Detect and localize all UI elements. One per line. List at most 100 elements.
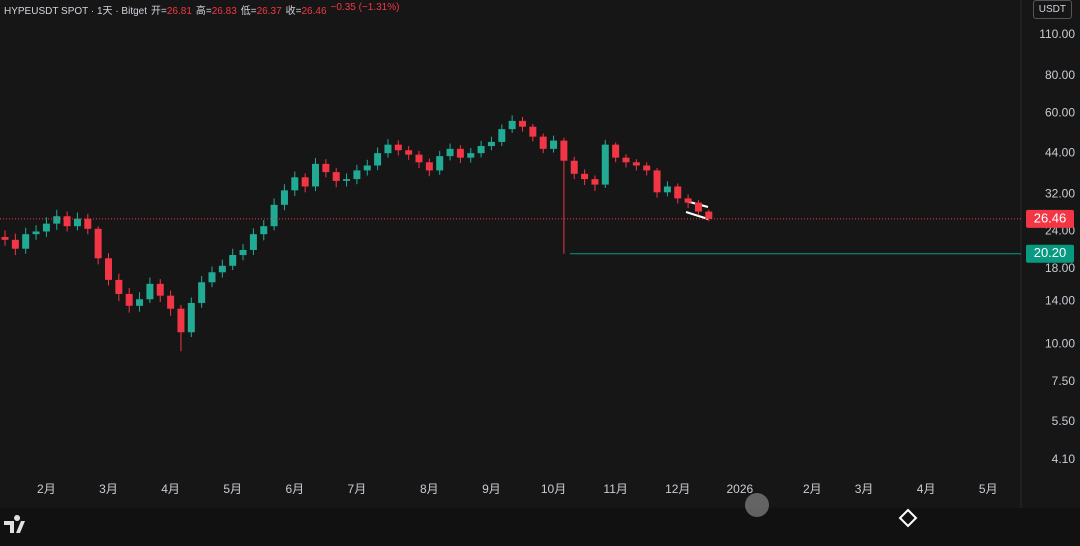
candle-body [198,282,206,303]
candle-body [301,177,309,187]
candle-body [539,136,547,149]
x-tick-label: 12月 [665,482,690,496]
y-tick-label: 80.00 [1045,68,1075,82]
y-tick-label: 7.50 [1052,374,1076,388]
candle-body [11,239,19,249]
price-label-box [1026,209,1074,228]
candle-body [218,265,226,273]
candle-body [42,223,50,232]
candle-body [73,218,81,227]
candle-body [456,148,464,158]
ohlc-value: 26.37 [256,6,282,17]
candle-body [436,156,444,171]
candle-body [353,170,361,180]
candle-body [343,179,351,181]
candle-body [570,160,578,174]
y-tick-label: 32.00 [1045,186,1075,200]
candle-body [1,236,9,240]
x-tick-label: 7月 [348,482,367,496]
candle-body [84,218,92,229]
y-tick-label: 44.00 [1045,145,1075,159]
x-tick-label: 5月 [223,482,242,496]
footer-bar [0,508,1080,546]
wechat-icon [745,493,769,517]
candle-body [425,162,433,171]
x-tick-label: 2月 [803,482,822,496]
candle-body [332,172,340,181]
candle-body [53,216,61,224]
ohlc-item: 开=26.81 [151,2,192,17]
candle-body [115,279,123,294]
candle-body [291,177,299,191]
candle-body [280,190,288,205]
x-tick-label: 5月 [979,482,998,496]
price-label-box [1026,244,1074,263]
candle-body [467,153,475,158]
candle-body [187,302,195,333]
price-label: 26.46 [1034,210,1067,225]
candle-body [312,163,319,187]
y-tick-label: 110.00 [1039,27,1075,41]
candle-body [32,231,40,235]
ohlc-label: 高= [195,6,212,17]
ohlc-label: 收= [285,6,302,17]
x-tick-label: 3月 [99,482,118,496]
candle-body [601,144,609,185]
candle-body [560,140,568,161]
candle-body [270,204,278,227]
candle-body [622,157,630,163]
candle-body [632,162,640,166]
candle-body [239,249,247,256]
candle-body [612,144,620,158]
candle-body [260,226,268,235]
candle-body [22,234,30,249]
x-tick-label: 11月 [603,482,627,496]
header: HYPEUSDT SPOT · 1天 · Bitget 开=26.81 高=26.… [4,2,399,17]
ohlc-value: 26.81 [166,6,192,17]
ohlc-label: 开= [151,6,167,17]
candle-body [229,255,237,266]
price-label: 20.20 [1034,245,1067,260]
tradingview-logo[interactable] [4,515,25,533]
change: −0.35 (−1.31%) [330,2,400,13]
candle-body [374,153,382,166]
x-tick-label: 9月 [482,482,501,496]
ohlc-item: 收=26.46 [286,2,327,17]
candle-body [705,211,713,219]
candle-body [508,120,516,130]
candle-body [415,154,423,163]
y-tick-label: 4.10 [1052,452,1076,466]
drawing-channel [685,211,709,220]
candle-body [322,163,330,173]
candle-body [394,144,402,151]
candle-body [663,186,671,193]
candle-body [446,148,454,157]
ohlc-label: 低= [240,6,257,17]
ohlc-item: 高=26.83 [196,2,237,17]
x-tick-label: 4月 [161,482,180,496]
logo-icon [4,515,25,533]
candle-body [384,144,392,154]
currency-button[interactable]: USDT [1032,0,1072,19]
x-tick-label: 8月 [420,482,439,496]
candle-body [94,228,102,259]
ohlc-item: 低=26.37 [241,2,282,17]
y-tick-label: 10.00 [1045,337,1075,351]
candle-body [519,120,526,127]
x-tick-label: 4月 [917,482,936,496]
y-tick-label: 5.50 [1052,414,1076,428]
y-tick-label: 18.00 [1045,261,1075,275]
candle-body [405,150,413,155]
candle-body [477,146,485,154]
x-tick-label: 6月 [285,482,304,496]
candle-body [208,272,216,283]
candle-body [643,165,651,171]
handle-icon [898,508,918,528]
candle-body [591,179,599,185]
x-tick-label: 3月 [855,482,874,496]
y-tick-label: 60.00 [1045,105,1075,119]
ohlc-value: 26.83 [211,6,237,17]
candle-body [167,295,175,309]
